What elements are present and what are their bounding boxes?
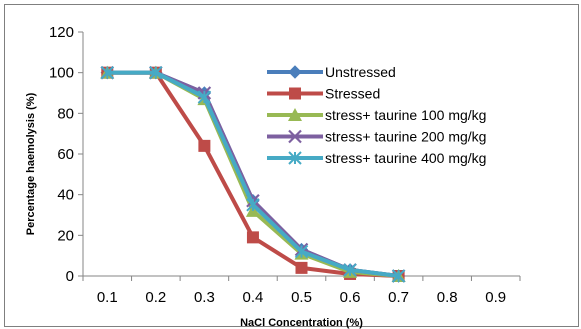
series-line bbox=[105, 70, 401, 278]
legend-marker bbox=[288, 151, 302, 165]
data-point bbox=[197, 90, 212, 104]
data-point bbox=[149, 65, 163, 80]
data-point bbox=[246, 231, 259, 244]
legend-label: stress+ taurine 400 mg/kg bbox=[325, 150, 486, 166]
x-tick-label: 0.6 bbox=[340, 289, 361, 306]
y-tick-label: 100 bbox=[49, 65, 74, 82]
legend-marker-stroke bbox=[288, 129, 302, 144]
y-tick-label: 0 bbox=[66, 268, 74, 285]
legend-marker bbox=[288, 129, 302, 144]
data-point bbox=[100, 65, 114, 80]
x-axis-title: NaCl Concentration (%) bbox=[240, 317, 363, 329]
y-tick-label: 20 bbox=[57, 227, 74, 244]
axes: 0 20 40 60 80 100 120 0.1 0.2 0.3 0.4 0.5 0.6 0.7 0.8 0… bbox=[49, 24, 521, 306]
x-tick-label: 0.1 bbox=[97, 289, 118, 306]
series-5 bbox=[100, 65, 406, 283]
series-line bbox=[105, 70, 401, 278]
series-line bbox=[105, 70, 401, 278]
legend-label: stress+ taurine 200 mg/kg bbox=[325, 129, 486, 145]
legend-item: stress+ taurine 100 mg/kg bbox=[267, 107, 486, 123]
x-tick-label: 0.5 bbox=[291, 289, 312, 306]
x-tick-label: 0.9 bbox=[485, 289, 506, 306]
data-point bbox=[294, 244, 309, 259]
x-tick-label: 0.8 bbox=[437, 289, 458, 306]
legend-marker bbox=[288, 65, 302, 79]
y-axis-title: Percentage haemolysis (%) bbox=[25, 92, 37, 235]
x-tick-label: 0.2 bbox=[145, 289, 166, 306]
data-point bbox=[198, 139, 211, 152]
series-line bbox=[105, 70, 401, 278]
y-tick-label: 80 bbox=[57, 105, 74, 122]
chart-area bbox=[4, 4, 579, 327]
legend-item: stress+ taurine 200 mg/kg bbox=[267, 129, 486, 145]
legend-marker bbox=[288, 108, 302, 121]
legend-item: Unstressed bbox=[267, 64, 396, 80]
data-point bbox=[246, 198, 260, 212]
y-tick-label: 40 bbox=[57, 187, 74, 204]
x-tick-label: 0.7 bbox=[388, 289, 409, 306]
x-tick-label: 0.3 bbox=[194, 289, 215, 306]
legend-item: stress+ taurine 400 mg/kg bbox=[267, 150, 486, 166]
data-point bbox=[295, 261, 308, 274]
y-tick-label: 120 bbox=[49, 24, 74, 41]
x-tick-label: 0.4 bbox=[243, 289, 264, 306]
legend: Unstressed Stressed stress+ taurine 100 mg… bbox=[267, 64, 486, 166]
legend-label: Unstressed bbox=[325, 64, 396, 80]
data-point bbox=[391, 269, 406, 283]
series-lines bbox=[100, 65, 406, 283]
legend-marker bbox=[289, 87, 301, 100]
data-point bbox=[343, 263, 357, 277]
y-tick-label: 60 bbox=[57, 146, 74, 163]
legend-item: Stressed bbox=[267, 86, 380, 102]
series-line bbox=[105, 70, 401, 278]
legend-label: stress+ taurine 100 mg/kg bbox=[325, 107, 486, 123]
legend-label: Stressed bbox=[325, 86, 380, 102]
